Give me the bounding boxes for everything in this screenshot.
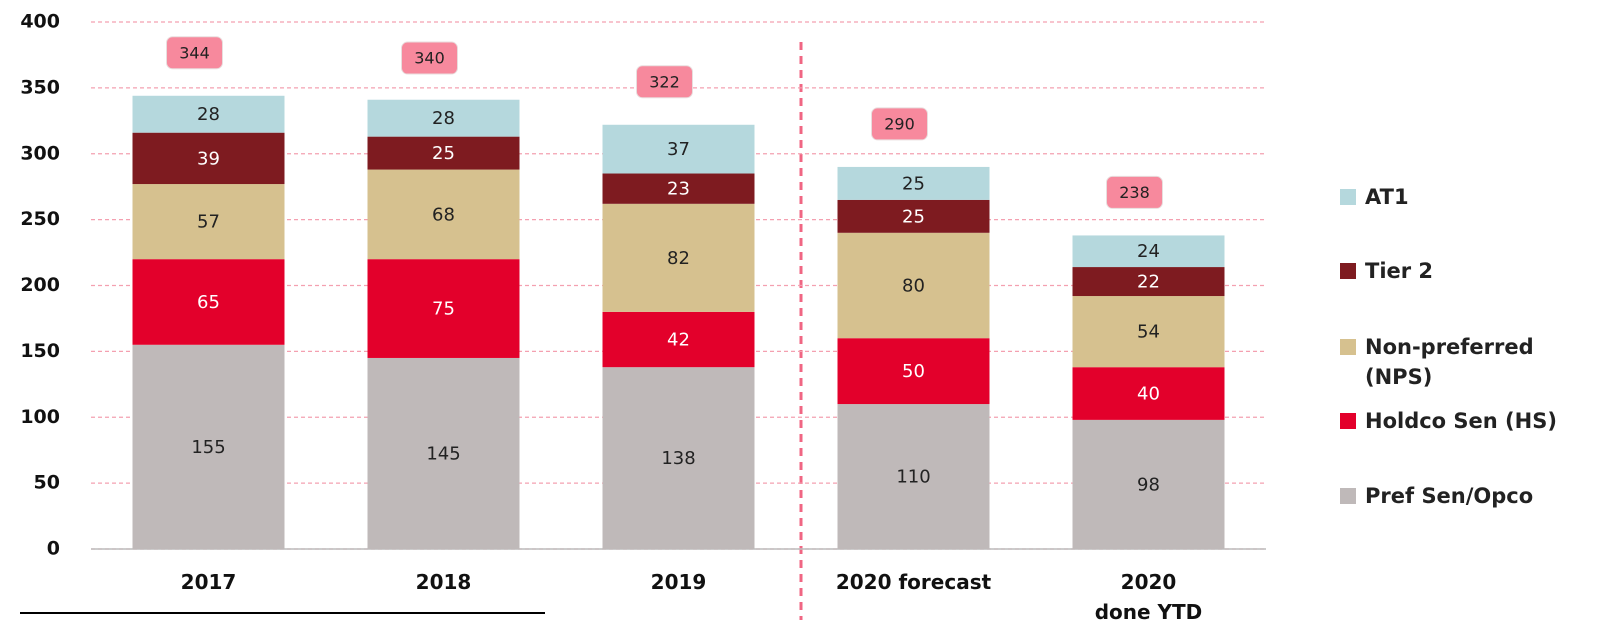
bar-segment <box>837 338 990 405</box>
data-label: 110 <box>896 467 930 488</box>
bar-segment <box>837 404 990 549</box>
data-label: 22 <box>1137 272 1160 293</box>
y-tick-label: 250 <box>20 208 60 230</box>
bar-segment <box>1072 296 1225 368</box>
y-tick-label: 0 <box>47 538 60 560</box>
data-label: 75 <box>432 299 455 320</box>
data-label: 54 <box>1137 322 1160 343</box>
data-label: 50 <box>902 361 925 382</box>
bar-segment <box>367 169 520 260</box>
total-label: 322 <box>649 72 680 91</box>
total-label: 340 <box>414 49 445 68</box>
bar-segment <box>602 124 755 174</box>
legend-swatch <box>1340 488 1356 504</box>
bar-segment <box>132 259 285 345</box>
bar-segment <box>1072 367 1225 420</box>
x-tick-label: 2018 <box>415 570 472 594</box>
data-label: 68 <box>432 204 455 225</box>
y-tick-label: 350 <box>20 76 60 98</box>
data-label: 25 <box>902 206 925 227</box>
bar-segment <box>602 173 755 204</box>
y-tick-label: 300 <box>20 142 60 164</box>
total-box <box>871 107 928 141</box>
bar-segment <box>837 166 990 200</box>
data-label: 37 <box>667 139 690 160</box>
bar-segment <box>132 344 285 549</box>
data-label: 57 <box>197 212 220 233</box>
data-label: 42 <box>667 330 690 351</box>
data-label: 40 <box>1137 384 1160 405</box>
total-box <box>401 41 458 75</box>
y-tick-label: 200 <box>20 274 60 296</box>
y-tick-label: 400 <box>20 11 60 33</box>
x-tick-label: 2020 forecast <box>835 570 992 594</box>
legend-label: Tier 2 <box>1365 259 1434 283</box>
bar-segment <box>367 136 520 170</box>
data-label: 24 <box>1137 241 1160 262</box>
total-box <box>636 65 693 99</box>
total-label: 238 <box>1119 183 1150 202</box>
legend-label: Non-preferred (NPS) <box>1365 335 1534 389</box>
x-tick-label: 2020 done YTD <box>1094 570 1203 624</box>
bar-segment <box>602 203 755 312</box>
bar-segment <box>1072 235 1225 268</box>
bar-segment <box>367 357 520 549</box>
bar-segment <box>837 232 990 339</box>
bar-segment <box>367 259 520 358</box>
data-label: 28 <box>432 108 455 129</box>
bar-segment <box>1072 267 1225 297</box>
y-tick-label: 100 <box>20 406 60 428</box>
bar-segment <box>132 95 285 133</box>
legend-swatch <box>1340 339 1356 355</box>
legend-swatch <box>1340 189 1356 205</box>
bar-segment <box>837 199 990 233</box>
total-label: 344 <box>179 43 210 62</box>
legend-label: Pref Sen/Opco <box>1365 484 1534 508</box>
data-label: 23 <box>667 179 690 200</box>
data-label: 39 <box>197 148 220 169</box>
bar-segment <box>132 132 285 185</box>
bar-segment <box>367 99 520 137</box>
legend-label: Holdco Sen (HS) <box>1365 409 1557 433</box>
data-label: 155 <box>191 437 225 458</box>
x-tick-label: 2019 <box>650 570 707 594</box>
x-tick-label: 2017 <box>180 570 237 594</box>
legend-label: AT1 <box>1365 185 1409 209</box>
total-box <box>166 36 223 70</box>
data-label: 145 <box>426 443 460 464</box>
y-tick-label: 150 <box>20 340 60 362</box>
data-label: 25 <box>432 143 455 164</box>
legend-swatch <box>1340 413 1356 429</box>
bar-segment <box>602 367 755 549</box>
data-label: 28 <box>197 104 220 125</box>
data-label: 65 <box>197 292 220 313</box>
data-label: 98 <box>1137 474 1160 495</box>
total-box <box>1106 175 1163 209</box>
total-label: 290 <box>884 114 915 133</box>
data-label: 138 <box>661 448 695 469</box>
bar-segment <box>132 184 285 260</box>
bar-segment <box>602 311 755 368</box>
data-label: 25 <box>902 173 925 194</box>
data-label: 80 <box>902 276 925 297</box>
bar-segment <box>1072 419 1225 549</box>
y-tick-label: 50 <box>34 472 60 494</box>
legend-swatch <box>1340 263 1356 279</box>
data-label: 82 <box>667 248 690 269</box>
